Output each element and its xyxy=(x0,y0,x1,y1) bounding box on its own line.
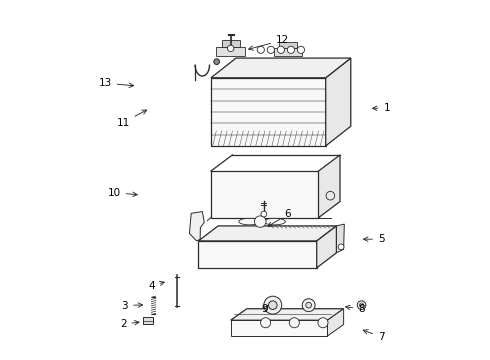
Circle shape xyxy=(318,318,328,328)
Polygon shape xyxy=(190,212,204,241)
Text: 2: 2 xyxy=(120,319,139,329)
Circle shape xyxy=(287,46,294,53)
Polygon shape xyxy=(211,78,326,146)
Circle shape xyxy=(306,302,312,308)
Text: 10: 10 xyxy=(107,188,137,198)
Circle shape xyxy=(269,301,277,310)
Polygon shape xyxy=(211,58,351,78)
Text: 9: 9 xyxy=(261,304,268,314)
Bar xyxy=(143,317,153,324)
Polygon shape xyxy=(327,309,343,336)
Circle shape xyxy=(261,318,270,328)
Circle shape xyxy=(264,296,282,314)
Text: 4: 4 xyxy=(148,281,164,291)
Circle shape xyxy=(361,305,362,306)
Circle shape xyxy=(261,211,267,217)
Polygon shape xyxy=(211,171,318,218)
Polygon shape xyxy=(317,226,337,268)
Text: 5: 5 xyxy=(364,234,385,244)
Polygon shape xyxy=(231,320,327,336)
Circle shape xyxy=(297,46,304,53)
Text: 12: 12 xyxy=(248,35,289,50)
Polygon shape xyxy=(231,309,343,320)
Bar xyxy=(279,42,297,48)
Polygon shape xyxy=(198,226,337,241)
Bar xyxy=(274,48,302,56)
Text: 1: 1 xyxy=(372,103,390,113)
Ellipse shape xyxy=(264,219,285,225)
Ellipse shape xyxy=(239,219,260,225)
Circle shape xyxy=(357,301,366,310)
Circle shape xyxy=(277,46,285,53)
Polygon shape xyxy=(326,58,351,146)
Text: 6: 6 xyxy=(268,209,292,226)
Circle shape xyxy=(214,59,220,64)
Bar xyxy=(216,47,245,56)
Polygon shape xyxy=(337,224,344,253)
Text: 7: 7 xyxy=(363,330,385,342)
Text: 11: 11 xyxy=(117,110,147,128)
Circle shape xyxy=(267,46,274,53)
Bar xyxy=(221,40,240,47)
Circle shape xyxy=(257,46,265,53)
Text: 3: 3 xyxy=(122,301,143,311)
Polygon shape xyxy=(318,155,340,218)
Circle shape xyxy=(338,244,344,250)
Circle shape xyxy=(302,299,315,312)
Text: 13: 13 xyxy=(98,78,134,88)
Circle shape xyxy=(289,318,299,328)
Circle shape xyxy=(227,45,234,51)
Circle shape xyxy=(254,216,266,227)
Polygon shape xyxy=(198,241,317,268)
Text: 8: 8 xyxy=(345,304,365,314)
